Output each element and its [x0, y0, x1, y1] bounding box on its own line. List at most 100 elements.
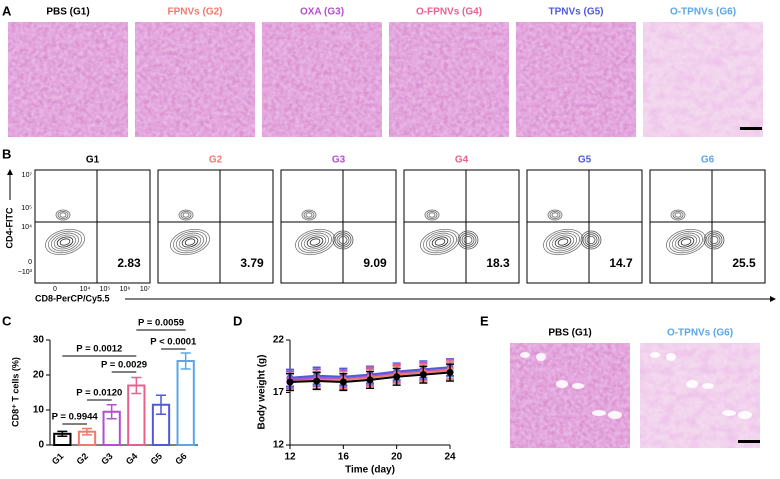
contour [303, 234, 327, 250]
contour [301, 209, 317, 221]
airway [572, 383, 584, 389]
y-axis-label: CD8⁺ T cells (%) [10, 357, 20, 427]
contour [703, 230, 725, 250]
y-tick-label: 10⁵ [21, 205, 32, 212]
x-tick-label: G2 [75, 451, 91, 467]
contour [184, 238, 196, 246]
contour [680, 238, 692, 246]
x-tick-label: G1 [50, 451, 66, 467]
x-tick-label: 10⁷ [140, 286, 151, 293]
panel-label: A [2, 3, 12, 18]
airway [520, 352, 530, 358]
contour [334, 232, 352, 248]
contour [425, 232, 455, 252]
image-title: O-TPNVs (G6) [667, 328, 733, 339]
x-tick-label: G5 [149, 451, 165, 467]
image-title: O-TPNVs (G6) [670, 7, 736, 18]
contour [175, 232, 205, 252]
contour [459, 232, 477, 248]
bar [176, 360, 195, 446]
tissue-texture [640, 343, 760, 448]
contour [666, 228, 706, 256]
x-tick-label: 20 [391, 452, 403, 463]
y-tick-label: 10⁷ [22, 172, 33, 179]
airway [686, 380, 698, 388]
contour [548, 232, 578, 252]
contour [545, 230, 581, 254]
x-axis-label: CD8-PerCP/Cy5.5 [35, 293, 110, 303]
y-tick-label: 30 [33, 335, 45, 346]
contour [309, 238, 321, 246]
p-value: P = 0.0029 [101, 360, 147, 371]
quadrant-value: 2.83 [117, 256, 141, 270]
quadrant-value: 9.09 [363, 256, 387, 270]
contour [463, 235, 473, 244]
contour [57, 210, 69, 219]
contour [53, 234, 77, 250]
contour [674, 234, 698, 250]
contour [580, 230, 602, 250]
plot-title: G6 [701, 155, 715, 166]
p-value: P = 0.0059 [138, 318, 184, 329]
image-title: PBS (G1) [46, 7, 89, 18]
quadrant-value: 18.3 [486, 256, 510, 270]
contour [674, 212, 682, 218]
p-value: P = 0.0120 [76, 388, 122, 399]
tissue-texture [643, 22, 763, 137]
contour [670, 209, 686, 221]
contour [707, 234, 721, 246]
contour [178, 234, 202, 250]
tissue-texture [135, 22, 255, 137]
image-title: O-FPNVs (G4) [416, 7, 482, 18]
x-tick-label: 10⁵ [100, 286, 111, 293]
plot-frame [157, 169, 274, 284]
tissue-texture [389, 22, 509, 137]
contour [668, 230, 704, 254]
x-tick-label: G3 [99, 451, 115, 467]
contour [428, 212, 436, 218]
contour [305, 212, 313, 218]
contour [338, 235, 348, 244]
contour [420, 228, 460, 256]
point [419, 371, 427, 379]
contour [55, 209, 71, 221]
contour [584, 234, 598, 246]
point [366, 376, 374, 384]
tissue-texture [262, 22, 382, 137]
plot-frame [34, 169, 151, 284]
contour [543, 228, 583, 256]
contour [181, 236, 199, 248]
x-tick-label: 16 [338, 452, 350, 463]
contour [431, 236, 449, 248]
panel-label: D [233, 313, 242, 328]
airway [592, 410, 606, 416]
scale-bar [740, 127, 762, 130]
y-axis-label: Body weight (g) [257, 355, 268, 430]
contour [59, 212, 67, 218]
contour [56, 236, 74, 248]
image-title: PBS (G1) [548, 328, 591, 339]
contour [582, 232, 600, 248]
y-tick-label: 10 [33, 405, 45, 416]
contour [300, 232, 330, 252]
point [393, 373, 401, 381]
y-tick-label: 10⁴ [21, 224, 32, 231]
contour [50, 232, 80, 252]
point [339, 378, 347, 386]
contour [586, 235, 596, 244]
contour [180, 210, 192, 219]
plot-frame [526, 169, 643, 284]
point [286, 378, 294, 386]
panel-label: B [2, 146, 11, 161]
contour [434, 238, 446, 246]
y-tick-label: 0 [28, 259, 32, 266]
p-value: P < 0.0001 [150, 337, 197, 348]
tissue-texture [516, 22, 636, 137]
plot-title: G4 [455, 155, 469, 166]
x-tick-label: 24 [444, 452, 456, 463]
error-bar [131, 376, 142, 395]
contour [428, 234, 452, 250]
contour [461, 234, 475, 246]
x-tick-label: 0 [53, 286, 57, 293]
